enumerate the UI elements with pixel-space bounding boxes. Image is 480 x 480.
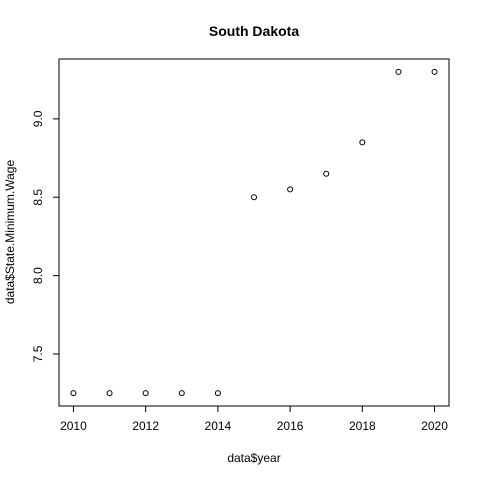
data-point (143, 391, 148, 396)
x-tick-label: 2020 (421, 419, 448, 433)
data-point (179, 391, 184, 396)
data-point (215, 391, 220, 396)
y-axis-label: data$State.Minimum.Wage (3, 160, 17, 305)
data-point (107, 391, 112, 396)
x-tick-label: 2016 (277, 419, 304, 433)
x-axis: 2010 2012 2014 2016 2018 2020 (60, 406, 448, 433)
data-point (432, 69, 437, 74)
y-tick-label: 8.5 (31, 189, 45, 206)
y-axis: 7.5 8.0 8.5 9.0 (31, 110, 59, 362)
y-tick-label: 8.0 (31, 267, 45, 284)
data-point (324, 171, 329, 176)
chart-title: South Dakota (209, 23, 299, 39)
y-tick-label: 9.0 (31, 110, 45, 127)
data-point (71, 391, 76, 396)
data-points (71, 69, 437, 395)
data-point (396, 69, 401, 74)
x-tick-label: 2014 (205, 419, 232, 433)
plot-area-border (59, 59, 449, 406)
x-tick-label: 2010 (60, 419, 87, 433)
data-point (288, 187, 293, 192)
x-tick-label: 2012 (132, 419, 159, 433)
x-axis-label: data$year (227, 451, 280, 465)
y-tick-label: 7.5 (31, 345, 45, 362)
data-point (252, 195, 257, 200)
x-tick-label: 2018 (349, 419, 376, 433)
data-point (360, 140, 365, 145)
